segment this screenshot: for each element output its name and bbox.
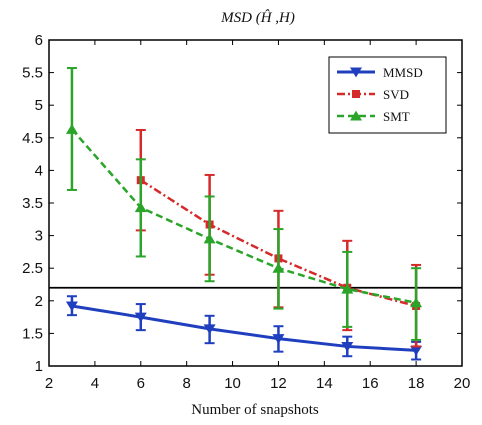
legend-marker-smt [350,110,362,121]
data-point-mmsd [134,312,147,323]
y-tick-label: 4 [35,162,43,179]
x-tick-label: 16 [362,375,379,392]
x-tick-label: 4 [91,375,99,392]
y-tick-label: 6 [35,32,43,49]
data-point-mmsd [272,334,285,345]
series-smt [65,67,423,341]
y-tick-label: 2.5 [22,260,43,277]
legend-label-smt: SMT [383,109,410,124]
x-tick-label: 12 [270,375,287,392]
series-line-smt [71,128,417,304]
y-tick-label: 5.5 [22,65,43,82]
data-point-mmsd [341,341,354,352]
legend-label-svd: SVD [383,87,409,102]
data-point-smt [65,123,78,134]
x-tick-label: 10 [224,375,241,392]
x-tick-label: 14 [316,375,333,392]
legend-marker-mmsd [350,67,362,78]
y-tick-label: 3 [35,228,43,245]
chart-title: MSD (Ĥ ,H) [220,9,295,26]
y-tick-label: 1 [35,358,43,375]
data-point-smt [203,233,216,244]
x-tick-label: 8 [182,375,190,392]
x-tick-label: 6 [137,375,145,392]
series-line-mmsd [71,304,417,352]
data-point-smt [272,262,285,273]
x-tick-label: 2 [45,375,53,392]
legend-marker-svd [352,90,360,98]
x-axis-label: Number of snapshots [191,402,319,418]
y-tick-label: 3.5 [22,195,43,212]
y-tick-label: 1.5 [22,325,43,342]
y-tick-label: 2 [35,293,43,310]
data-point-mmsd [410,345,423,356]
legend: MMSD SVD SMT [328,56,447,134]
series-line-svd [140,179,417,308]
data-point-smt [410,297,423,308]
x-tick-label: 20 [454,375,471,392]
data-point-smt [134,202,147,213]
series-mmsd [65,295,423,361]
legend-label-mmsd: MMSD [383,65,423,80]
y-tick-label: 4.5 [22,130,43,147]
y-tick-label: 5 [35,97,43,114]
data-point-mmsd [65,301,78,312]
data-point-smt [341,283,354,294]
x-tick-label: 18 [408,375,425,392]
data-point-mmsd [203,324,216,335]
